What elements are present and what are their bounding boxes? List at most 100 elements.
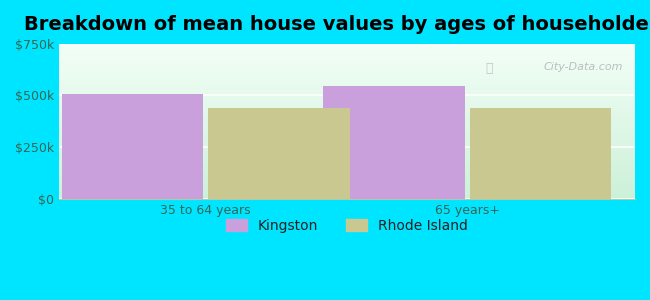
Bar [59,100,635,101]
Bar [59,188,635,189]
Bar [59,67,635,69]
Bar [59,61,635,62]
Bar [59,53,635,55]
Bar [59,172,635,174]
Bar [59,154,635,155]
Bar [59,90,635,92]
Bar [59,180,635,182]
Bar [59,155,635,157]
Bar [59,115,635,117]
Bar [59,169,635,171]
Bar [59,106,635,107]
Bar [59,129,635,130]
Bar [59,197,635,199]
Bar [59,110,635,112]
Bar [59,182,635,183]
Bar [59,101,635,103]
Bar [59,189,635,191]
Bar [59,191,635,193]
Bar [59,55,635,56]
Bar [59,82,635,84]
Bar [59,113,635,115]
Bar [59,177,635,178]
Bar [59,193,635,194]
Bar [59,84,635,86]
Bar [59,194,635,196]
Bar [59,149,635,151]
Bar [59,97,635,98]
Bar [59,120,635,121]
Bar [62,94,203,199]
Bar [59,146,635,148]
Bar [59,44,635,45]
Bar [59,112,635,113]
Bar [59,72,635,73]
Bar [59,174,635,176]
Bar [59,123,635,124]
Bar [324,86,465,199]
Bar [59,93,635,95]
Bar [59,140,635,141]
Bar [59,135,635,137]
Bar [59,138,635,140]
Bar [59,178,635,180]
Bar [59,64,635,66]
Bar [470,108,612,199]
Bar [59,185,635,186]
Bar [59,89,635,90]
Bar [59,141,635,143]
Bar [59,87,635,89]
Bar [59,132,635,134]
Bar [59,107,635,109]
Bar [59,92,635,93]
Bar [59,98,635,100]
Bar [59,103,635,104]
Title: Breakdown of mean house values by ages of householders: Breakdown of mean house values by ages o… [24,15,650,34]
Bar [59,126,635,128]
Bar [59,69,635,70]
Bar [59,117,635,118]
Bar [59,45,635,47]
Bar [59,49,635,50]
Bar [59,78,635,80]
Bar [59,148,635,149]
Bar [59,70,635,72]
Bar [59,121,635,123]
Bar [59,163,635,165]
Bar [59,95,635,97]
Legend: Kingston, Rhode Island: Kingston, Rhode Island [220,213,474,238]
Bar [208,108,350,199]
Bar [59,109,635,110]
Bar [59,157,635,158]
Bar [59,166,635,168]
Bar [59,134,635,135]
Bar [59,168,635,169]
Bar [59,58,635,59]
Bar [59,130,635,132]
Bar [59,52,635,53]
Bar [59,75,635,76]
Bar [59,86,635,87]
Bar [59,145,635,146]
Bar [59,160,635,161]
Bar [59,171,635,172]
Bar [59,73,635,75]
Bar [59,183,635,185]
Bar [59,151,635,152]
Bar [59,81,635,82]
Bar [59,50,635,52]
Bar [59,137,635,138]
Bar [59,62,635,64]
Bar [59,104,635,106]
Bar [59,161,635,163]
Bar [59,176,635,177]
Bar [59,47,635,49]
Bar [59,124,635,126]
Bar [59,143,635,145]
Bar [59,56,635,58]
Bar [59,66,635,67]
Bar [59,76,635,78]
Bar [59,118,635,120]
Bar [59,165,635,166]
Bar [59,128,635,129]
